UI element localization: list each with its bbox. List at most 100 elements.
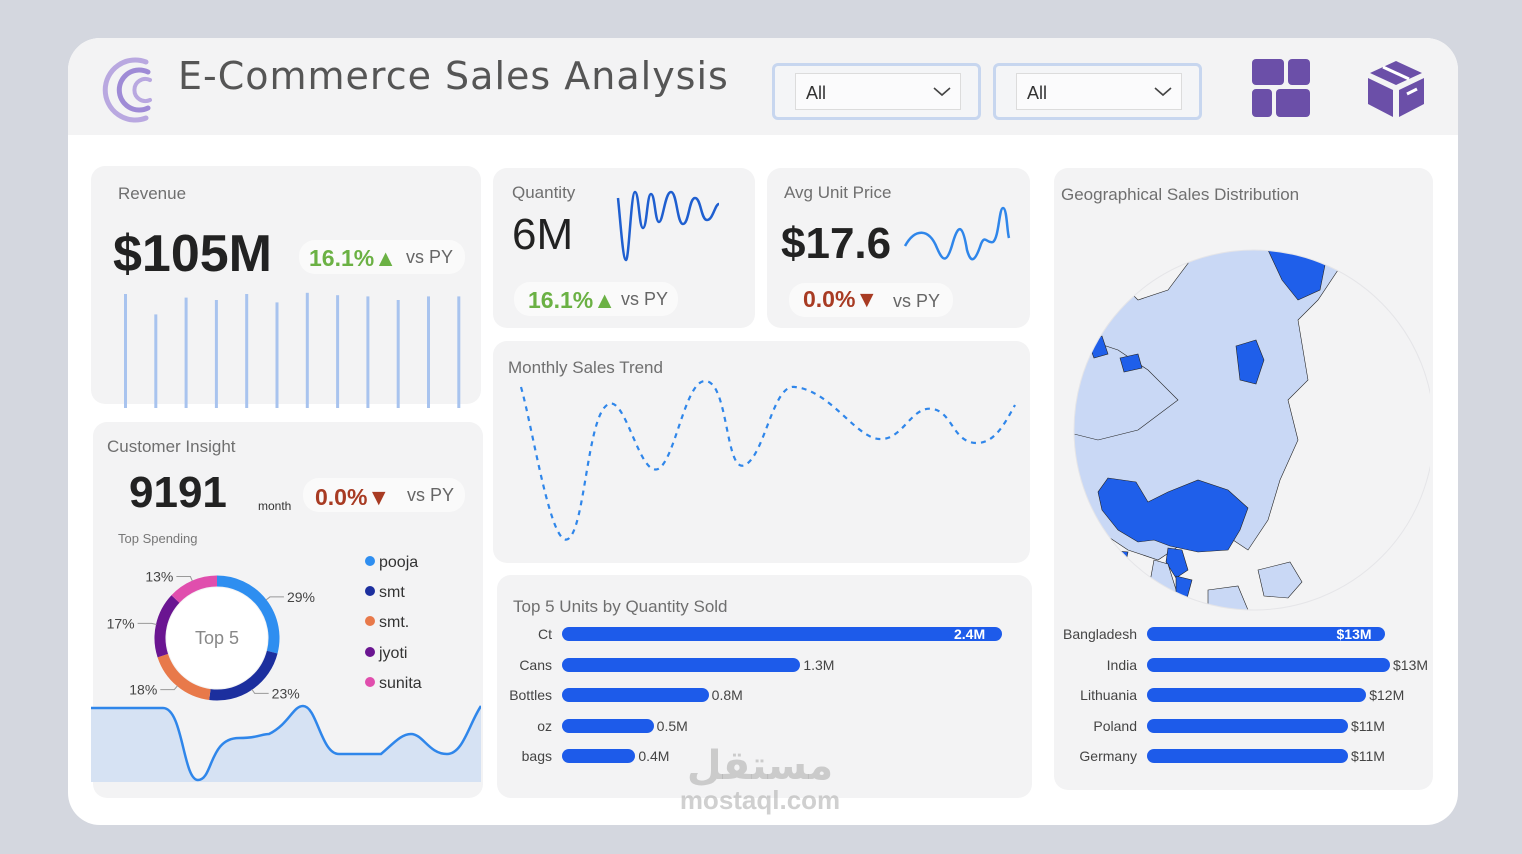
donut-leader-line bbox=[265, 596, 284, 601]
donut-slice-label: 23% bbox=[272, 685, 300, 701]
revenue-value: $105M bbox=[113, 225, 272, 283]
donut-slice[interactable] bbox=[171, 575, 218, 603]
avg-price-change: 0.0%▼ bbox=[803, 286, 879, 312]
bar-row[interactable]: Bottles 0.8M bbox=[497, 685, 1032, 705]
bar-row[interactable]: Bangladesh $13M bbox=[1054, 624, 1433, 644]
bar-value-label: $11M bbox=[1350, 717, 1385, 734]
bar[interactable] bbox=[562, 657, 801, 672]
donut-leader-line bbox=[251, 688, 269, 694]
legend-item[interactable]: smt bbox=[365, 584, 405, 602]
watermark-latin: mostaql.com bbox=[679, 785, 841, 815]
avg-price-label: Avg Unit Price bbox=[784, 183, 892, 202]
revenue-bar bbox=[214, 300, 218, 408]
monthly-trend-card[interactable]: Monthly Sales Trend bbox=[493, 341, 1030, 563]
dashboard-grid-icon[interactable] bbox=[1251, 58, 1311, 118]
world-map-globe[interactable] bbox=[1058, 230, 1430, 612]
revenue-bar bbox=[457, 296, 461, 408]
legend-item[interactable]: pooja bbox=[365, 554, 418, 572]
legend-dot-icon bbox=[365, 556, 375, 566]
customer-card[interactable]: Customer Insight 9191 month 0.0%▼ vs PY … bbox=[91, 422, 483, 798]
donut-slice[interactable] bbox=[157, 653, 211, 701]
customer-change: 0.0%▼ bbox=[315, 484, 391, 510]
donut-slice[interactable] bbox=[209, 650, 278, 701]
avg-price-card[interactable]: Avg Unit Price $17.6 0.0%▼ vs PY bbox=[767, 168, 1030, 328]
bar-row[interactable]: oz 0.5M bbox=[497, 716, 1032, 736]
bar[interactable] bbox=[562, 688, 709, 702]
bar-category-label: oz bbox=[537, 717, 552, 734]
legend-dot-icon bbox=[365, 647, 375, 657]
bar-row[interactable]: Ct 2.4M bbox=[497, 624, 1032, 644]
bar-row[interactable]: Lithuania $12M bbox=[1054, 685, 1433, 705]
watermark: مستقل mostaql.com bbox=[660, 745, 860, 813]
top-units-label: Top 5 Units by Quantity Sold bbox=[513, 597, 728, 616]
geo-bars: Bangladesh $13M India $13M Lithuania $12M Pola… bbox=[1054, 624, 1433, 774]
top-units-card[interactable]: Top 5 Units by Quantity Sold Ct 2.4M Cans 1… bbox=[497, 575, 1032, 798]
revenue-bar bbox=[427, 296, 430, 408]
bar-category-label: India bbox=[1106, 656, 1137, 673]
geo-card[interactable]: Geographical Sales Distribution Banglade… bbox=[1054, 168, 1433, 790]
bar[interactable] bbox=[1147, 718, 1348, 733]
customer-area-sparkline bbox=[91, 704, 481, 782]
donut-slice-label: 13% bbox=[145, 569, 173, 585]
bar-value-label: $13M bbox=[1336, 626, 1372, 642]
bar-value-label: 2.4M bbox=[954, 626, 986, 642]
bar[interactable] bbox=[562, 749, 636, 763]
bar[interactable] bbox=[1147, 657, 1390, 672]
bar[interactable] bbox=[562, 627, 1002, 641]
top-spending-donut[interactable]: 29% 23% 18% 17% 13% Top 5 bbox=[93, 542, 353, 702]
bar-value-label: 0.8M bbox=[711, 687, 743, 703]
bar-row[interactable]: Germany $11M bbox=[1054, 746, 1433, 766]
donut-slice[interactable] bbox=[216, 575, 280, 654]
revenue-bar bbox=[245, 294, 249, 408]
donut-leader-line bbox=[176, 576, 193, 582]
donut-slice-label: 29% bbox=[287, 589, 315, 605]
bar[interactable] bbox=[562, 718, 654, 733]
revenue-card[interactable]: Revenue $105M 16.1%▲ vs PY bbox=[91, 166, 481, 408]
bar[interactable] bbox=[1147, 749, 1348, 763]
slicer-2[interactable]: All bbox=[993, 63, 1202, 120]
revenue-bar bbox=[184, 297, 188, 408]
bar-category-label: Poland bbox=[1093, 717, 1137, 734]
donut-slice-label: 18% bbox=[129, 682, 157, 698]
revenue-bar bbox=[305, 292, 309, 408]
revenue-bar bbox=[366, 296, 370, 408]
bar-row[interactable]: Cans 1.3M bbox=[497, 655, 1032, 675]
bar-category-label: Cans bbox=[519, 656, 552, 673]
revenue-sparkbars bbox=[124, 292, 461, 408]
revenue-vs-label: vs PY bbox=[406, 247, 454, 267]
quantity-sparkline bbox=[616, 190, 720, 262]
revenue-change-pill: 16.1%▲ vs PY bbox=[299, 240, 465, 274]
slicer-1[interactable]: All bbox=[772, 63, 981, 120]
quantity-change: 16.1%▲ bbox=[528, 287, 616, 313]
bar-category-label: Bottles bbox=[509, 687, 552, 703]
donut-hole bbox=[166, 587, 268, 689]
bar-row[interactable]: bags 0.4M bbox=[497, 746, 1032, 766]
legend-dot-icon bbox=[365, 616, 375, 626]
customer-vs-label: vs PY bbox=[407, 485, 455, 505]
bar-value-label: 0.4M bbox=[638, 748, 670, 764]
legend-dot-icon bbox=[365, 677, 375, 687]
watermark-arabic: مستقل bbox=[686, 744, 834, 788]
bar[interactable] bbox=[1147, 688, 1367, 702]
quantity-vs-label: vs PY bbox=[621, 289, 669, 309]
product-box-icon[interactable] bbox=[1365, 58, 1427, 120]
revenue-bar bbox=[154, 314, 158, 408]
revenue-change: 16.1%▲ bbox=[309, 245, 397, 271]
bar[interactable] bbox=[1147, 627, 1385, 641]
donut-slice[interactable] bbox=[154, 595, 180, 658]
bar-row[interactable]: Poland $11M bbox=[1054, 716, 1433, 736]
avg-price-value: $17.6 bbox=[781, 219, 892, 268]
legend-item[interactable]: jyoti bbox=[365, 645, 407, 663]
monthly-trend-label: Monthly Sales Trend bbox=[508, 358, 663, 377]
customer-label: Customer Insight bbox=[107, 437, 236, 456]
chevron-down-icon[interactable] bbox=[932, 82, 952, 102]
quantity-card[interactable]: Quantity 6M 16.1%▲ vs PY bbox=[493, 168, 755, 328]
bar-row[interactable]: India $13M bbox=[1054, 655, 1433, 675]
chevron-down-icon[interactable] bbox=[1153, 82, 1173, 102]
legend-item[interactable]: sunita bbox=[365, 675, 422, 693]
donut-leader-line bbox=[160, 685, 178, 691]
bar-category-label: Germany bbox=[1079, 748, 1137, 764]
legend-item[interactable]: smt. bbox=[365, 614, 409, 632]
bar-category-label: bags bbox=[521, 748, 552, 764]
monthly-trend-line bbox=[519, 379, 1016, 541]
